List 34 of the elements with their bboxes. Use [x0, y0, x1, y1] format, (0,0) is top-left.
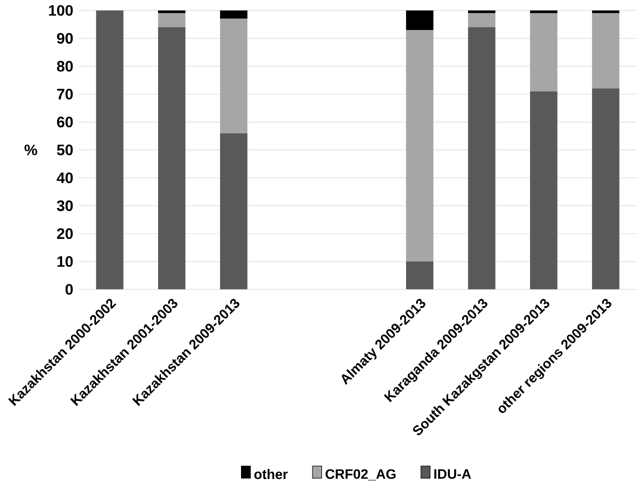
- bar: [220, 133, 248, 290]
- bar: [592, 10, 620, 14]
- y-tick-label: 10: [57, 256, 73, 267]
- bar: [406, 10, 434, 30]
- bar: [468, 10, 496, 14]
- bar: [530, 91, 558, 290]
- y-tick-label: 90: [57, 32, 73, 44]
- bar: [468, 13, 496, 28]
- y-tick-label: 60: [57, 116, 73, 128]
- bar: [96, 10, 124, 290]
- bar: [592, 88, 620, 290]
- bar: [468, 27, 496, 290]
- bar: [158, 13, 186, 28]
- bar: [220, 10, 248, 19]
- y-tick-label: 70: [57, 88, 73, 100]
- y-tick-label: 100: [49, 4, 73, 16]
- bar: [158, 10, 186, 14]
- bar: [592, 13, 620, 88]
- y-tick-label: 50: [56, 144, 73, 156]
- legend-label: IDU-A: [434, 469, 472, 479]
- y-tick-label: 80: [56, 60, 73, 72]
- bar: [530, 13, 558, 92]
- y-tick-label: 0: [66, 284, 73, 295]
- y-tick-label: 20: [57, 228, 73, 239]
- legend-label: CRF02_AG: [326, 469, 396, 480]
- bar: [220, 18, 248, 134]
- y-axis-title: %: [24, 144, 38, 156]
- bar: [406, 30, 434, 262]
- y-tick-label: 40: [56, 172, 73, 184]
- bar: [406, 261, 434, 290]
- legend-label: other: [254, 468, 288, 479]
- bar: [158, 27, 186, 290]
- y-tick-label: 30: [56, 200, 73, 211]
- bar: [530, 10, 558, 14]
